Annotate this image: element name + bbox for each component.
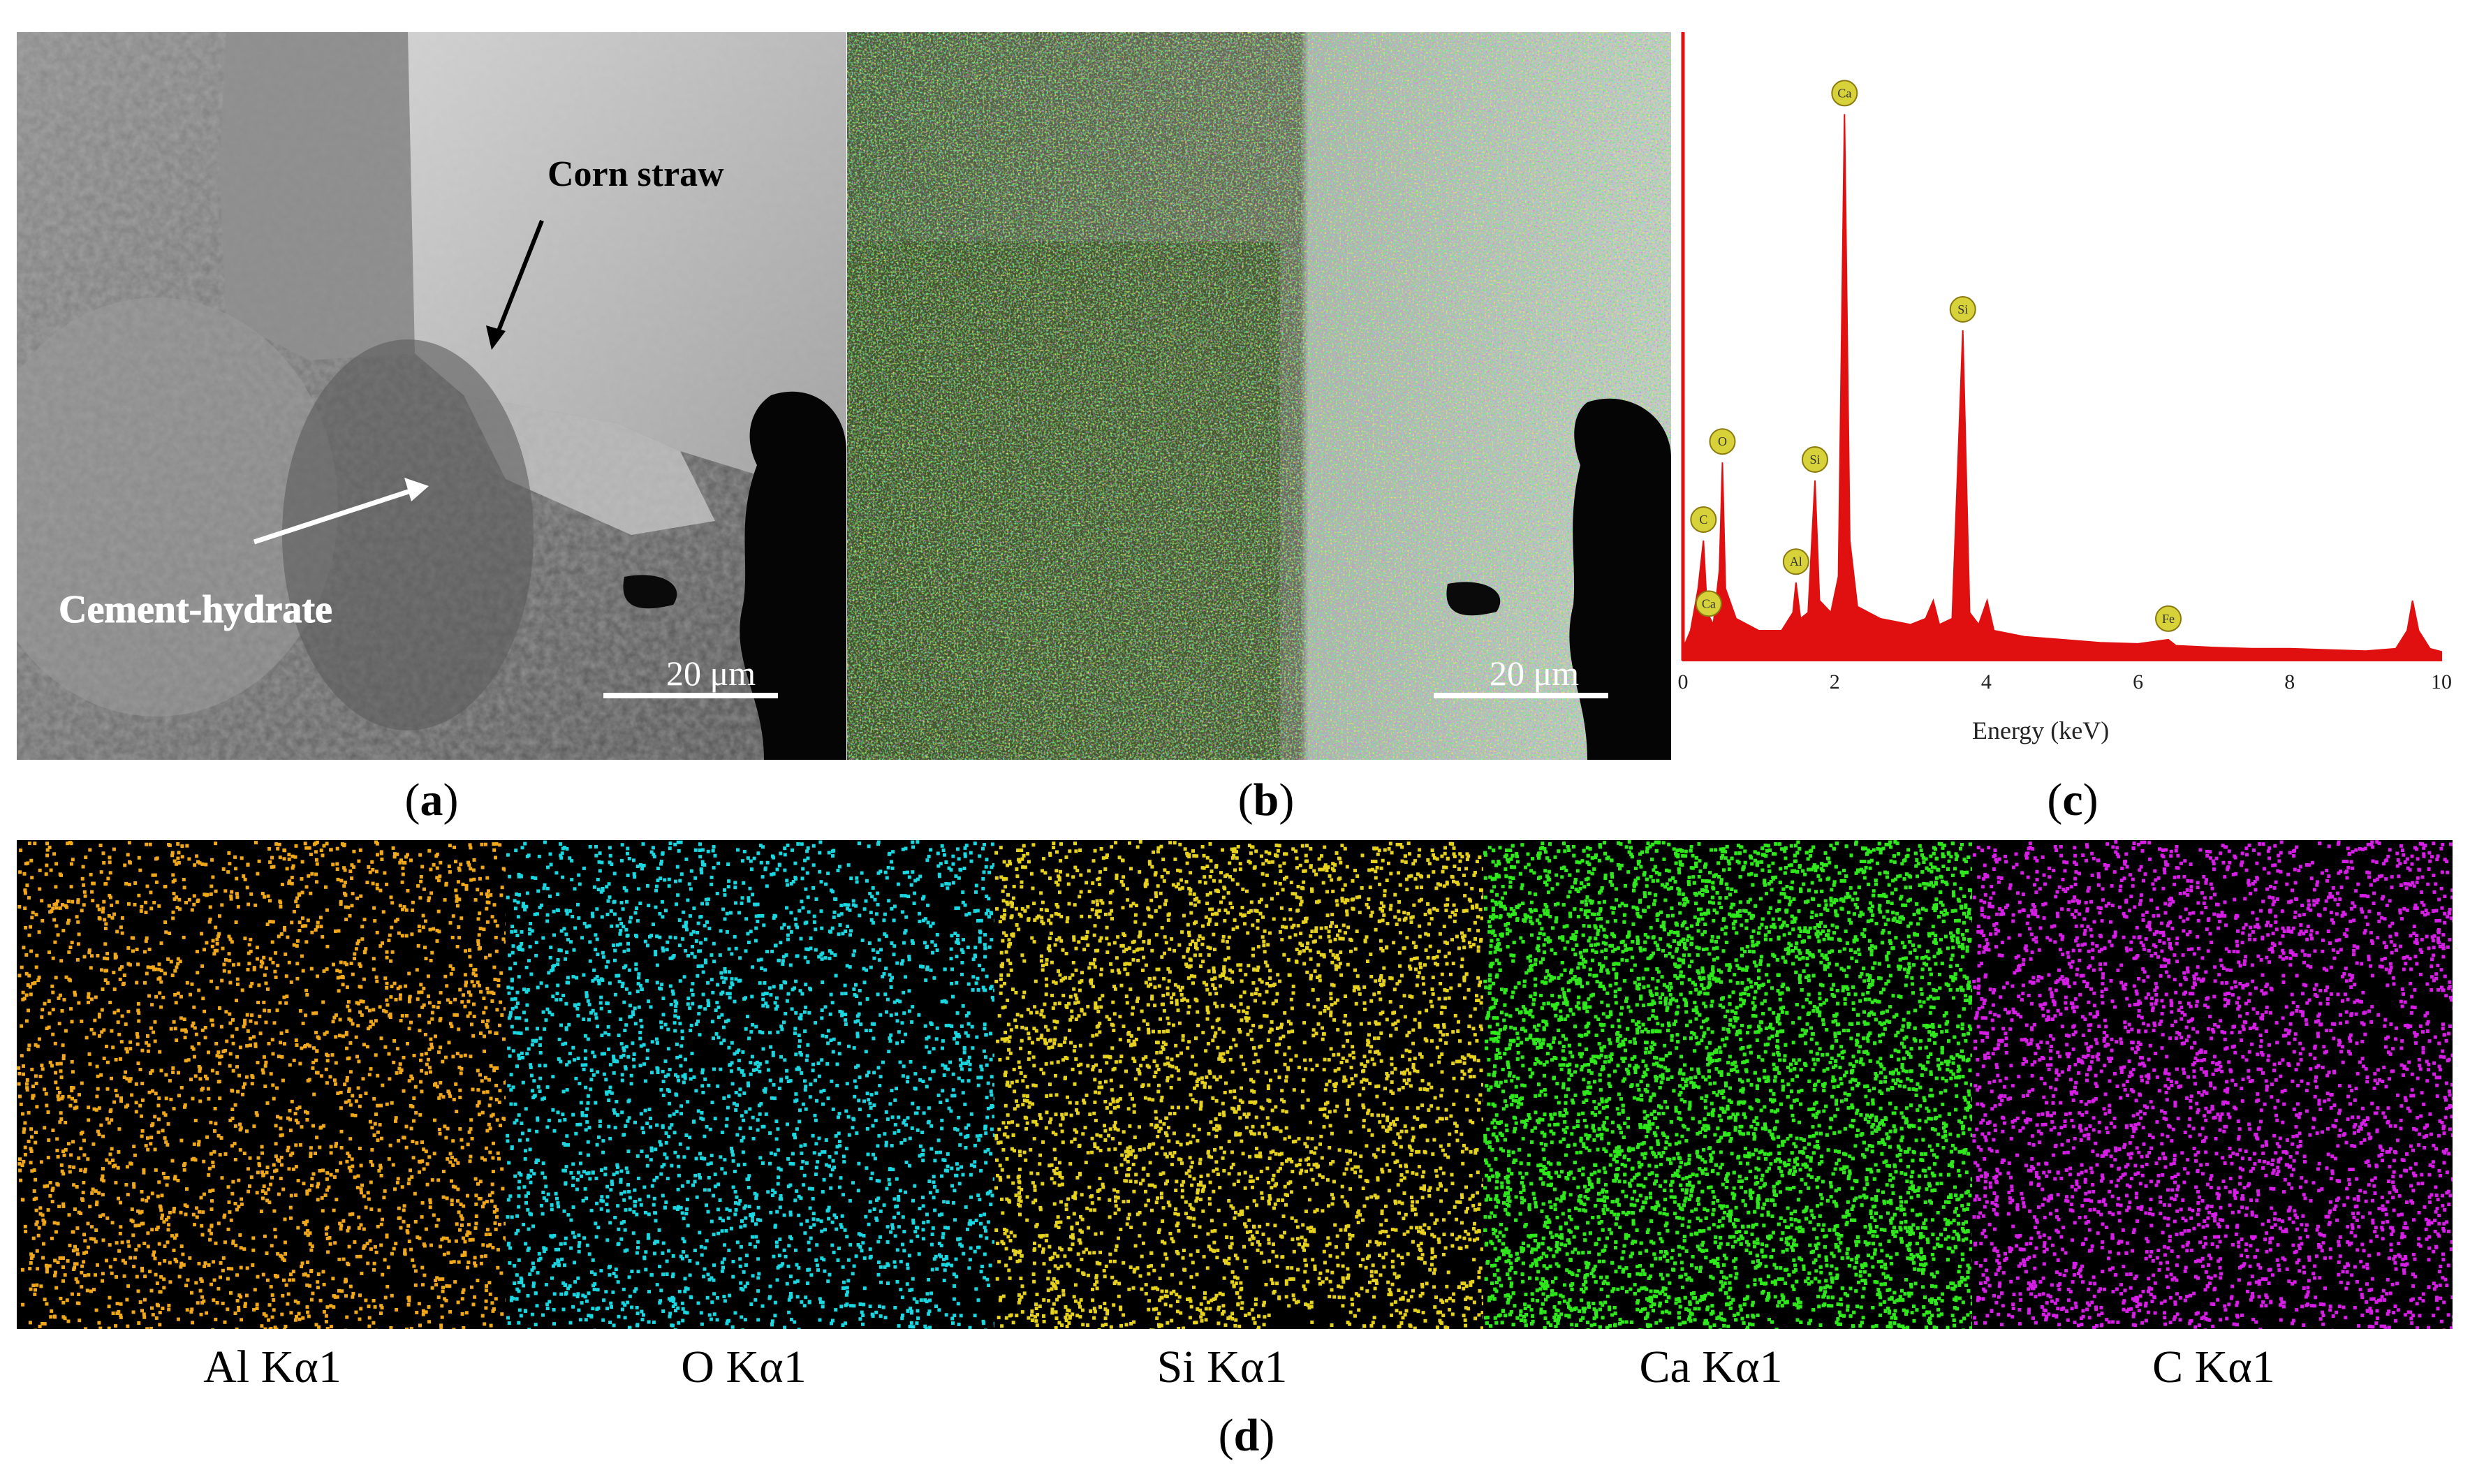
map-caption-c: C Kα1 — [1973, 1341, 2455, 1394]
peak-label: Al — [1790, 554, 1802, 568]
x-tick-label: 10 — [2431, 670, 2452, 693]
element-map-si — [994, 840, 1483, 1329]
eds-spectrum-chart: Energy (keV) 0 2 4 6 8 10 C O Ca Al Si Ca Si Fe — [1672, 32, 2470, 760]
element-map-c-image — [1972, 840, 2453, 1329]
x-tick-label: 0 — [1678, 670, 1689, 693]
peak-marker — [2155, 605, 2182, 632]
eds-overlay-image: 20 μm — [847, 32, 1671, 760]
map-caption-al: Al Kα1 — [31, 1341, 513, 1394]
scale-bar-label: 20 μm — [1490, 654, 1579, 693]
x-tick-label: 2 — [1830, 670, 1840, 693]
map-caption-si: Si Kα1 — [981, 1341, 1463, 1394]
peak-label: Ca — [1837, 86, 1851, 100]
element-map-o — [506, 840, 994, 1329]
sem-image: Corn straw Cement-hydrate 20 μm — [17, 32, 846, 760]
peak-label: C — [1699, 513, 1707, 527]
peak-marker — [1782, 548, 1809, 575]
x-tick-label: 8 — [2284, 670, 2295, 693]
scale-bar-label: 20 μm — [666, 654, 756, 693]
element-maps-row — [17, 840, 2453, 1329]
cement-hydrate-label: Cement-hydrate — [59, 588, 332, 631]
panel-label-c: (c) — [2003, 774, 2142, 827]
panel-label-a: (a) — [362, 774, 501, 827]
peak-marker — [1831, 80, 1858, 107]
peak-label: Si — [1809, 453, 1820, 466]
peak-marker — [1709, 428, 1736, 455]
map-caption-o: O Kα1 — [503, 1341, 985, 1394]
x-tick-label: 4 — [1981, 670, 1992, 693]
peak-marker — [1690, 506, 1717, 533]
panel-label-b: (b) — [1196, 774, 1336, 827]
peak-marker — [1801, 446, 1828, 473]
peak-marker — [1695, 590, 1722, 617]
peak-label: Ca — [1702, 596, 1716, 610]
scale-bar — [1434, 693, 1608, 698]
element-map-si-image — [994, 840, 1483, 1329]
peak-label: O — [1718, 434, 1727, 448]
map-caption-ca: Ca Kα1 — [1470, 1341, 1952, 1394]
element-map-al-image — [17, 840, 506, 1329]
element-map-c — [1972, 840, 2453, 1329]
spectrum-series — [1682, 114, 2442, 661]
peak-label: Si — [1957, 302, 1968, 316]
corn-straw-label: Corn straw — [547, 154, 724, 194]
element-map-al — [17, 840, 506, 1329]
x-tick-label: 6 — [2133, 670, 2143, 693]
peak-label: Fe — [2162, 612, 2175, 626]
element-map-ca — [1483, 840, 1972, 1329]
peak-marker — [1949, 296, 1976, 323]
eds-overlay-panel: 20 μm — [847, 32, 1671, 760]
scale-bar — [603, 693, 778, 698]
sem-image-panel: Corn straw Cement-hydrate 20 μm — [17, 32, 846, 760]
x-axis-label: Energy (keV) — [1972, 717, 2109, 744]
panel-label-d: (d) — [1177, 1409, 1316, 1462]
spectrum-svg: Energy (keV) 0 2 4 6 8 10 C O Ca Al Si Ca Si Fe — [1678, 32, 2452, 744]
element-map-ca-image — [1483, 840, 1972, 1329]
element-map-o-image — [506, 840, 994, 1329]
